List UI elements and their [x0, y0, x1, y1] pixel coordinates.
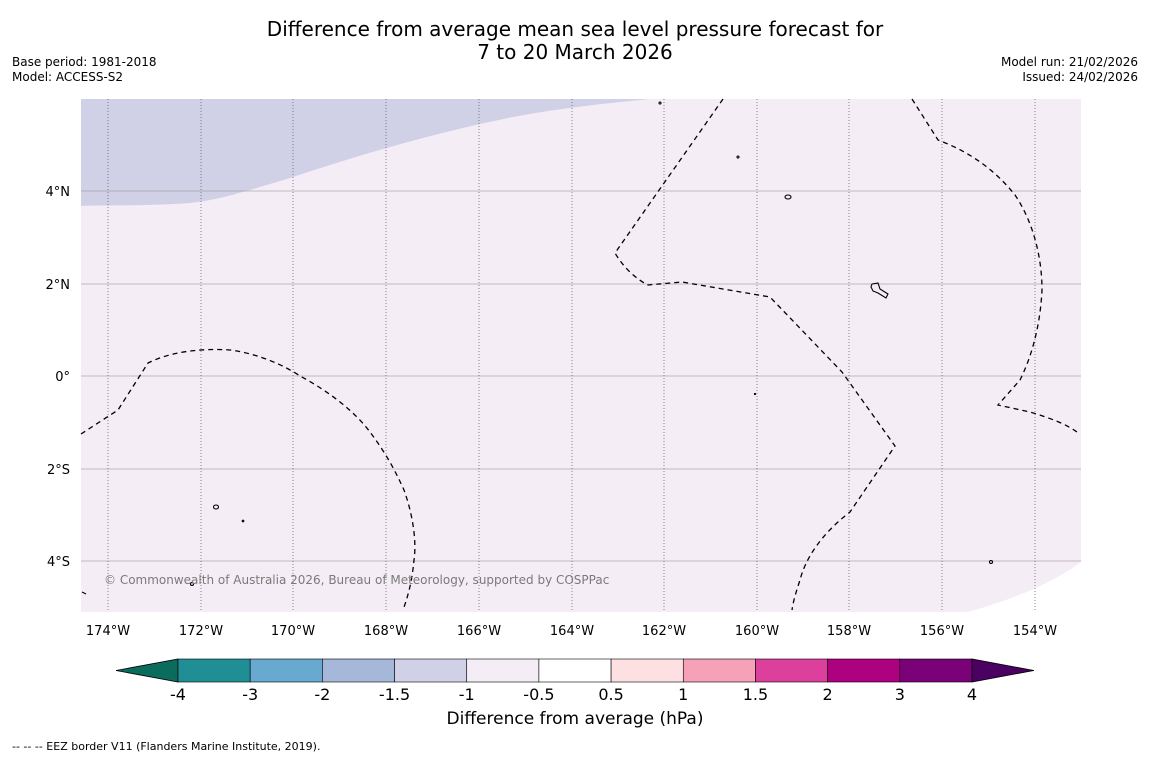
colorbar-tick-label: -2 — [314, 685, 330, 704]
eez-legend-note: -- -- -- EEZ border V11 (Flanders Marine… — [12, 740, 321, 753]
longitude-label: 162°W — [642, 624, 686, 639]
island-kiritimati — [870, 282, 889, 299]
island-small-5 — [988, 559, 994, 565]
colorbar-extend-high — [971, 658, 1035, 683]
colorbar-tick-label: 1 — [678, 685, 688, 704]
colorbar-tick-label: 3 — [895, 685, 905, 704]
latitude-label: 2°S — [47, 463, 70, 478]
base-period: Base period: 1981-2018 — [12, 55, 157, 69]
model-info: Base period: 1981-2018 Model: ACCESS-S2 — [12, 55, 157, 85]
longitude-label: 154°W — [1013, 624, 1057, 639]
island-baker — [212, 504, 220, 510]
longitude-label: 158°W — [827, 624, 871, 639]
island-small-4 — [189, 581, 195, 587]
island-small-3 — [241, 519, 245, 523]
eez-border-kiribati-line — [614, 98, 896, 611]
run-info: Model run: 21/02/2026 Issued: 24/02/2026 — [1001, 55, 1138, 85]
island-tabuaeran — [784, 194, 792, 200]
eez-border-kiribati-phoenix — [80, 348, 416, 611]
colorbar-segment — [394, 658, 468, 683]
model-run-date: Model run: 21/02/2026 — [1000, 55, 1138, 69]
model-name: Model: ACCESS-S2 — [12, 70, 124, 84]
colorbar-tick-label: -3 — [242, 685, 258, 704]
colorbar-title: Difference from average (hPa) — [446, 709, 704, 729]
map-title: Difference from average mean sea level p… — [0, 18, 1150, 64]
colorbar-tick-label: 4 — [967, 685, 977, 704]
colorbar-tick-label: 0.5 — [598, 685, 623, 704]
islands — [81, 101, 994, 595]
latitude-label: 4°N — [46, 185, 71, 200]
colorbar-segment — [755, 658, 828, 683]
anomaly-fill-low — [81, 99, 650, 206]
colorbar-segment — [249, 658, 323, 683]
latitude-label: 0° — [55, 370, 70, 385]
copyright-text: © Commonwealth of Australia 2026, Bureau… — [104, 573, 609, 587]
longitude-label: 168°W — [364, 624, 408, 639]
longitude-label: 164°W — [550, 624, 594, 639]
title-line-1: Difference from average mean sea level p… — [266, 17, 884, 41]
latitude-label: 2°N — [46, 278, 71, 293]
title-line-2: 7 to 20 March 2026 — [477, 40, 673, 64]
colorbar-tick-label: -1.5 — [379, 685, 410, 704]
island-small-7 — [81, 591, 87, 595]
colorbar-tick-label: 2 — [823, 685, 833, 704]
longitude-label: 172°W — [179, 624, 223, 639]
colorbar-segment — [177, 658, 251, 683]
colorbar-extend-low — [115, 658, 179, 683]
longitude-labels: 174°W 172°W 170°W 168°W 166°W 164°W 162°W 160°W… — [86, 624, 1057, 639]
colorbar: -4 -3 -2 -1.5 -1 -0.5 0.5 1 1.5 2 3 4 — [115, 658, 1035, 704]
colorbar-segment — [827, 658, 901, 683]
longitude-label: 174°W — [86, 624, 130, 639]
colorbar-tick-label: -1 — [459, 685, 475, 704]
eez-border-east — [911, 98, 1078, 433]
longitude-label: 170°W — [271, 624, 315, 639]
longitude-label: 156°W — [920, 624, 964, 639]
map-panel — [81, 99, 1081, 612]
eez-borders — [80, 98, 1078, 611]
colorbar-segment — [682, 658, 756, 683]
colorbar-segment — [538, 658, 612, 683]
colorbar-tick-label: -4 — [170, 685, 186, 704]
island-small-1 — [736, 155, 740, 159]
colorbar-tick-label: 1.5 — [743, 685, 768, 704]
issued-date: Issued: 24/02/2026 — [1022, 70, 1138, 84]
anomaly-fill-near-normal — [81, 99, 1081, 612]
colorbar-tick-label: -0.5 — [523, 685, 554, 704]
latitude-label: 4°S — [47, 555, 70, 570]
latitude-labels: 4°N 2°N 0° 2°S 4°S — [46, 185, 71, 570]
island-small-6 — [753, 392, 757, 396]
colorbar-segment — [899, 658, 973, 683]
island-small-2 — [658, 101, 662, 105]
gridlines — [81, 99, 1081, 612]
longitude-label: 166°W — [457, 624, 501, 639]
colorbar-segment — [610, 658, 684, 683]
colorbar-segment — [466, 658, 540, 683]
colorbar-segment — [322, 658, 395, 683]
longitude-label: 160°W — [735, 624, 779, 639]
